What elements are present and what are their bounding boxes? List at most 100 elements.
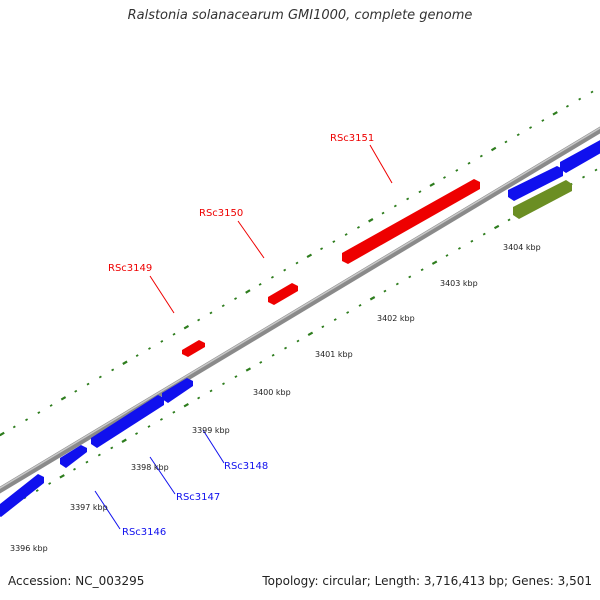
rna-genes [513,180,572,219]
outer-track-minor-tick [418,190,422,194]
outer-track-major-tick [552,111,558,116]
outer-track-minor-tick [578,97,582,101]
inner-track-minor-tick [234,375,238,378]
inner-track-minor-tick [147,425,151,428]
inner-track-minor-tick [110,446,114,450]
outer-track-minor-tick [381,211,385,215]
inner-track-minor-tick [321,325,325,329]
gene-label-rsc3150[interactable]: RSc3150 [199,208,243,219]
outer-track-minor-tick [541,119,545,122]
gene-rsc3150-block[interactable] [268,283,298,305]
outer-track-minor-tick [258,283,262,286]
inner-track-minor-tick [507,218,511,222]
outer-track-minor-tick [135,354,139,357]
gene-block[interactable] [508,166,563,201]
outer-track-major-tick [0,431,5,437]
rsc3148-callout-line [202,429,225,464]
tick-label-3403: 3403 kbp [440,279,478,288]
inner-track-minor-tick [420,268,424,272]
gene-label-rsc3148[interactable]: RSc3148 [224,461,268,472]
gene-label-rsc3146[interactable]: RSc3146 [122,527,166,538]
gene-rsc3148-block[interactable] [162,378,193,403]
outer-track-minor-tick [74,389,78,393]
outer-track-minor-tick [25,418,29,422]
reverse-strand-genes [0,138,600,517]
inner-track-minor-tick [97,453,101,457]
rsc3149-callout-line [149,275,175,314]
inner-track-major-tick [183,402,189,408]
outer-track-minor-tick [455,169,459,172]
inner-track-major-tick [307,331,314,337]
inner-track-major-tick [493,224,500,230]
inner-track-minor-tick [48,482,52,485]
outer-track-major-tick [490,146,497,152]
rsc3150-callout-line [237,220,265,259]
gene-rsc3146-block[interactable] [60,445,87,468]
inner-track-minor-tick [259,361,263,364]
inner-track-minor-tick [135,432,139,435]
outer-track-minor-tick [111,368,115,372]
outer-track-minor-tick [406,197,410,201]
inner-track-minor-tick [582,175,586,179]
inner-track-minor-tick [395,282,399,286]
outer-track-minor-tick [172,332,176,336]
gene-block[interactable] [0,474,44,517]
backbone-line [0,126,600,494]
outer-track-minor-tick [209,311,213,315]
inner-track-major-tick [245,367,252,372]
outer-track-minor-tick [148,347,151,350]
outer-track-minor-tick [86,382,90,386]
inner-track-minor-tick [209,389,213,393]
inner-track-minor-tick [172,410,176,414]
outer-track-major-tick [306,253,313,259]
outer-track-minor-tick [295,261,299,265]
inner-track-major-tick [59,474,65,479]
inner-track-major-tick [369,296,376,301]
inner-tick-track [0,168,598,514]
inner-track-minor-tick [457,247,461,250]
tick-label-3396: 3396 kbp [10,544,48,553]
gene-label-rsc3151[interactable]: RSc3151 [330,133,374,144]
gene-rsc3151-block[interactable] [342,179,480,264]
gene-rsc3149-block[interactable] [182,340,205,357]
rsc3147-callout-line [149,456,176,495]
inner-track-minor-tick [159,418,163,421]
rsc3146-callout-line [94,490,121,530]
outer-track-minor-tick [565,104,569,108]
outer-track-minor-tick [234,297,238,300]
backbone-highlight [0,127,600,489]
outer-track-minor-tick [320,247,324,251]
inner-track-minor-tick [296,339,300,343]
tick-label-3400: 3400 kbp [253,388,291,397]
inner-track-minor-tick [358,304,362,307]
map-title: Ralstonia solanacearum GMI1000, complete… [127,8,473,23]
genome-backbone [0,126,600,494]
outer-track-minor-tick [12,425,16,429]
outer-tick-track [0,90,594,437]
inner-track-minor-tick [85,460,89,464]
gene-block[interactable] [560,138,600,173]
outer-track-minor-tick [479,154,483,158]
tick-label-3399: 3399 kbp [192,426,230,435]
gene-rsc3147-block[interactable] [91,395,164,448]
outer-track-major-tick [429,182,435,187]
inner-track-minor-tick [383,289,387,293]
gene-label-rsc3149[interactable]: RSc3149 [108,263,152,274]
outer-track-minor-tick [49,404,53,407]
outer-track-minor-tick [221,304,225,308]
gene-label-rsc3147[interactable]: RSc3147 [176,492,220,503]
inner-track-minor-tick [445,254,449,257]
outer-track-minor-tick [98,375,102,379]
inner-track-minor-tick [271,353,275,357]
inner-track-major-tick [121,438,127,443]
inner-track-minor-tick [333,318,337,321]
inner-track-minor-tick [197,396,201,400]
rna-gene-block[interactable] [513,180,572,219]
outer-track-minor-tick [529,126,533,129]
outer-track-minor-tick [590,90,594,94]
tick-label-3404: 3404 kbp [503,243,541,252]
inner-track-minor-tick [346,311,350,314]
outer-track-minor-tick [467,161,471,165]
